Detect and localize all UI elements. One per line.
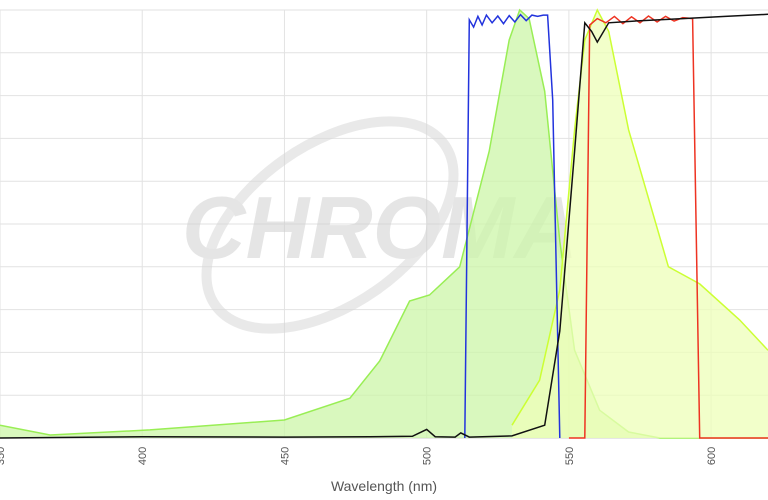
area (512, 10, 768, 438)
x-tick-label: 600 (706, 447, 718, 465)
line (0, 13, 768, 439)
x-tick-label: 500 (422, 447, 434, 465)
x-tick-label: 450 (279, 447, 291, 465)
x-tick-label: 400 (137, 447, 149, 465)
watermark-swoosh (201, 116, 459, 334)
series-layer (0, 8, 768, 439)
line (464, 13, 561, 439)
x-axis-label: Wavelength (nm) (331, 478, 437, 494)
x-tick-label: 550 (564, 447, 576, 465)
x-tick-label: 350 (0, 447, 7, 465)
